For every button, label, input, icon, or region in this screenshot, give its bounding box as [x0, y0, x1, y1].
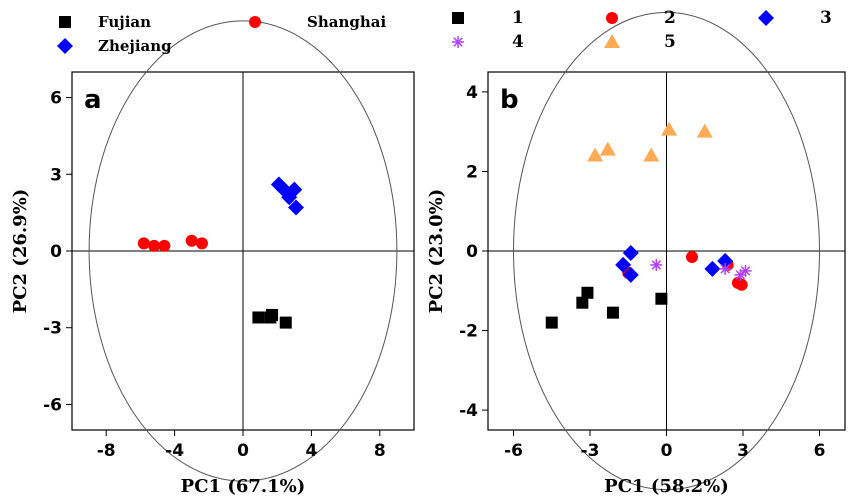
- legend-label: 3: [820, 8, 832, 28]
- legend-label: Fujian: [98, 13, 151, 31]
- data-point: [185, 234, 198, 247]
- y-tick-label: 4: [466, 83, 478, 103]
- x-tick-label: 6: [814, 441, 826, 461]
- data-point: [655, 292, 668, 305]
- data-point: [615, 256, 632, 273]
- x-tick-label: 8: [374, 441, 386, 461]
- panel-label: b: [500, 85, 519, 115]
- legend-label: Shanghai: [307, 13, 386, 31]
- legend-marker: [452, 12, 464, 24]
- legend-marker: [57, 38, 73, 54]
- data-point: [266, 308, 279, 321]
- y-tick-label: 6: [50, 89, 62, 109]
- x-tick-label: -3: [581, 441, 600, 461]
- data-point: [599, 141, 616, 156]
- data-point: [622, 244, 639, 261]
- y-axis-title: PC2 (26.9%): [10, 189, 31, 314]
- y-axis-title: PC2 (23.0%): [426, 189, 447, 314]
- data-point: [137, 237, 150, 250]
- data-point: [606, 306, 619, 319]
- data-point: [279, 316, 292, 329]
- data-point: [288, 199, 305, 216]
- legend-label: Zhejiang: [98, 37, 172, 55]
- y-tick-label: -3: [43, 319, 62, 339]
- asterisk-stroke: [740, 266, 751, 276]
- panel-label: a: [84, 85, 102, 115]
- asterisk-stroke: [720, 264, 730, 274]
- data-point: [650, 258, 663, 271]
- data-point: [643, 147, 660, 162]
- correlation-circle: [88, 20, 398, 482]
- data-point: [545, 316, 558, 329]
- data-point: [622, 266, 639, 283]
- data-point: [252, 311, 265, 324]
- y-tick-label: -6: [43, 395, 62, 415]
- x-tick-label: 0: [237, 441, 249, 461]
- y-tick-label: -2: [459, 322, 478, 342]
- legend-label: 2: [664, 8, 676, 28]
- asterisk-stroke: [453, 37, 463, 47]
- legend-marker: [249, 16, 261, 28]
- x-tick-label: -6: [504, 441, 523, 461]
- x-tick-label: 4: [305, 441, 317, 461]
- data-point: [286, 181, 303, 198]
- y-tick-label: 2: [466, 162, 478, 182]
- data-point: [195, 237, 208, 250]
- data-point: [739, 264, 752, 277]
- data-point: [719, 262, 732, 275]
- legend-marker: [452, 36, 464, 48]
- legend-marker: [606, 12, 618, 24]
- asterisk-stroke: [651, 260, 662, 270]
- x-tick-label: -8: [97, 441, 116, 461]
- data-point: [661, 121, 678, 136]
- x-axis-title: PC1 (58.2%): [604, 476, 729, 497]
- legend-marker: [59, 16, 71, 28]
- y-tick-label: 3: [50, 165, 62, 185]
- data-point: [581, 286, 594, 299]
- data-point: [587, 147, 604, 162]
- data-point: [704, 260, 721, 277]
- y-tick-label: -4: [459, 401, 478, 421]
- data-point: [686, 250, 698, 263]
- data-point: [576, 296, 589, 309]
- legend-label: 1: [512, 8, 524, 28]
- legend-marker: [604, 34, 620, 48]
- legend-label: 4: [512, 32, 524, 52]
- x-tick-label: -4: [165, 441, 184, 461]
- y-tick-label: 0: [466, 242, 478, 262]
- x-axis-title: PC1 (67.1%): [181, 476, 306, 497]
- x-tick-label: 3: [737, 441, 749, 461]
- data-point: [158, 239, 171, 252]
- asterisk-stroke: [735, 270, 746, 280]
- data-point: [148, 239, 161, 252]
- legend-label: 5: [664, 32, 676, 52]
- y-tick-label: 0: [50, 242, 62, 262]
- correlation-circle: [513, 11, 820, 491]
- x-tick-label: 0: [661, 441, 673, 461]
- legend-marker: [758, 10, 774, 26]
- data-point: [735, 278, 748, 291]
- data-point: [696, 123, 713, 138]
